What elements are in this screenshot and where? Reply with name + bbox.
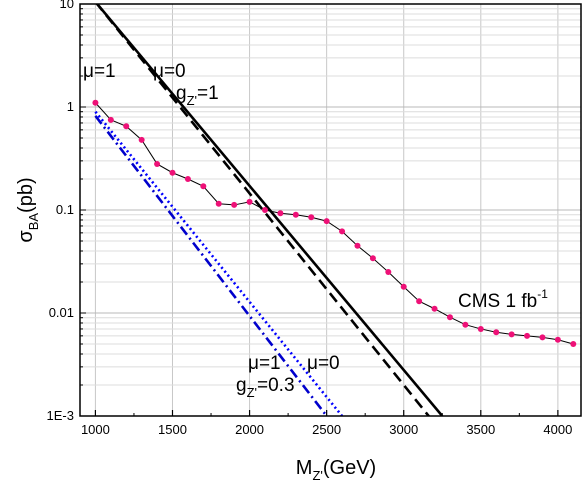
data-point — [261, 207, 268, 213]
data-point — [231, 201, 238, 208]
y-tick-label: 1 — [67, 99, 74, 114]
annotation-gz03: gZ'=0.3 — [236, 375, 295, 400]
data-point — [123, 123, 130, 130]
y-tick-label: 10 — [60, 0, 74, 11]
series-layer — [92, 4, 577, 416]
y-axis-title: σBA(pb) — [15, 177, 41, 242]
series-line-gz03-mu1 — [94, 115, 328, 416]
data-point — [107, 116, 114, 123]
y-tick-label: 0.1 — [56, 202, 74, 217]
data-point — [493, 329, 500, 336]
data-point — [385, 269, 392, 276]
data-point — [339, 228, 346, 235]
annotation-mu0-bot: μ=0 — [307, 353, 340, 374]
data-point — [292, 211, 299, 218]
x-tick-label: 3000 — [389, 422, 418, 437]
data-point — [154, 160, 161, 167]
data-point — [524, 332, 531, 339]
x-axis-title: MZ'(GeV) — [296, 457, 376, 483]
annotation-mu1-bot: μ=1 — [248, 353, 281, 374]
series-line-gz03-mu0 — [94, 110, 344, 416]
data-point — [323, 218, 330, 225]
x-tick-label: 2500 — [312, 422, 341, 437]
data-point — [554, 336, 561, 343]
series-line-gz1-mu0 — [95, 4, 444, 416]
annotation-gz1: gZ'=1 — [176, 83, 219, 108]
data-point — [416, 298, 423, 305]
y-tick-label: 1E-3 — [47, 408, 74, 423]
data-point — [277, 210, 284, 217]
y-tick-label: 0.01 — [49, 305, 74, 320]
data-point — [308, 214, 315, 221]
data-point — [138, 136, 145, 143]
x-tick-label: 1000 — [81, 422, 110, 437]
ticks — [80, 8, 559, 417]
data-point — [184, 175, 191, 182]
grid — [80, 4, 581, 417]
data-point — [400, 283, 407, 290]
series-line-gz1-mu1 — [95, 4, 431, 416]
data-point — [354, 242, 361, 249]
data-point — [570, 341, 577, 348]
annotation-mu0-top: μ=0 — [153, 61, 186, 82]
data-point — [431, 305, 438, 312]
data-point — [200, 183, 207, 190]
data-point — [462, 321, 469, 328]
annotation-cms: CMS 1 fb-1 — [458, 287, 548, 312]
data-point — [446, 314, 453, 321]
data-point — [169, 169, 176, 176]
data-point — [215, 200, 222, 207]
x-tick-label: 2000 — [235, 422, 264, 437]
x-tick-label: 3500 — [466, 422, 495, 437]
x-tick-label: 1500 — [158, 422, 187, 437]
data-point — [369, 255, 376, 262]
tick-labels: 1000 1500 2000 2500 3000 3500 4000 1E-3 0.01 0.1 1… — [47, 0, 573, 437]
data-point — [246, 198, 253, 205]
data-point — [508, 331, 515, 338]
x-tick-label: 4000 — [543, 422, 572, 437]
data-point — [92, 99, 99, 106]
annotation-mu1-top: μ=1 — [83, 61, 116, 82]
data-point — [477, 325, 484, 332]
data-point — [539, 334, 546, 341]
